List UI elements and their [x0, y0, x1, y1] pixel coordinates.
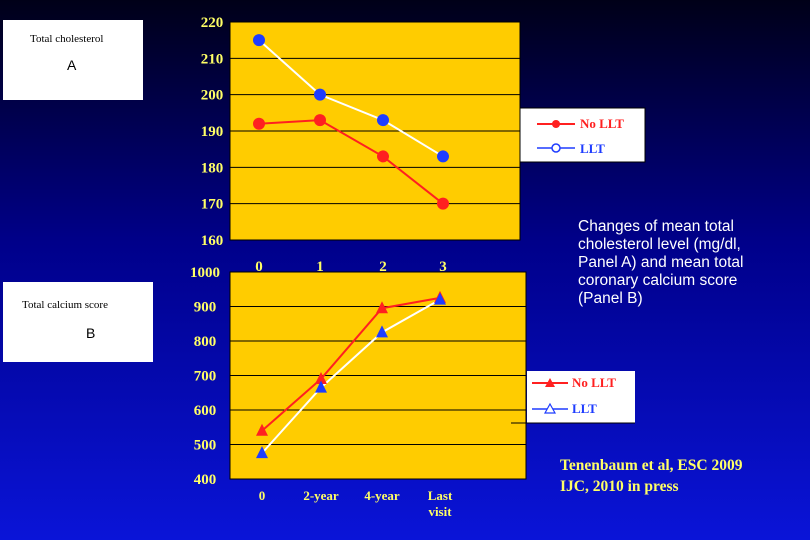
data-point-no-llt: [256, 423, 268, 436]
x-tick-label: 0: [259, 488, 266, 503]
panel-a-ylabel: Total cholesterol: [30, 33, 103, 45]
data-point-llt: [315, 380, 327, 393]
x-tick-label: 2-year: [303, 488, 339, 503]
y-tick-label: 800: [194, 334, 217, 350]
y-tick-label: 170: [201, 197, 224, 213]
reference-citation: Tenenbaum et al, ESC 2009 IJC, 2010 in p…: [560, 455, 800, 497]
panel-b-ylabel: Total calcium score: [22, 299, 108, 311]
data-point-llt: [376, 325, 388, 338]
panel-b-series: [256, 290, 446, 459]
legend-b-no-llt-marker: [545, 378, 555, 387]
y-tick-label: 1000: [190, 265, 220, 281]
x-tick-label: 4-year: [364, 488, 400, 503]
y-tick-label: 500: [194, 438, 217, 454]
data-point-llt: [314, 88, 326, 101]
legend-b-no-llt-label: No LLT: [572, 375, 616, 390]
legend-a-llt-label: LLT: [580, 141, 605, 156]
caption-line: Changes of mean total: [578, 218, 734, 235]
panel-a-legend: No LLT LLT: [519, 107, 646, 163]
data-point-no-llt: [314, 114, 326, 127]
x-tick-label: 1: [316, 259, 324, 275]
panel-a: Total cholesterol A 16017018019020021022…: [3, 15, 646, 275]
panel-b-y-ticks: 400 500 600 700 800 900 1000: [190, 265, 220, 488]
legend-a-no-llt-label: No LLT: [580, 116, 624, 131]
panel-a-legend-box: [519, 107, 646, 163]
series-line-llt: [258, 39, 444, 158]
data-point-no-llt: [377, 150, 389, 163]
y-tick-label: 160: [201, 233, 224, 249]
caption-line: Panel A) and mean total: [578, 254, 744, 271]
data-point-llt: [253, 34, 265, 47]
figure-caption: Changes of mean total cholesterol level …: [578, 218, 778, 308]
y-tick-label: 400: [194, 472, 217, 488]
caption-line: (Panel B): [578, 290, 643, 307]
panel-b: Total calcium score B 400 500 600 700 800 900…: [3, 265, 635, 519]
y-tick-label: 900: [194, 300, 217, 316]
panel-b-legend: No LLT LLT: [511, 371, 635, 424]
legend-a-llt-marker: [551, 143, 561, 153]
panel-b-x-ticks: 0 2-year 4-year Last visit: [259, 488, 453, 519]
data-point-llt: [437, 150, 449, 163]
data-point-llt: [434, 292, 446, 305]
series-line-no-llt: [258, 119, 444, 205]
y-tick-label: 190: [201, 124, 224, 140]
caption-line: coronary calcium score: [578, 272, 738, 289]
panel-a-letter: A: [67, 57, 77, 73]
panel-a-y-ticks: 160 170 180 190 200 210 220: [201, 15, 224, 249]
series-line-no-llt: [261, 296, 441, 432]
legend-a-no-llt-marker: [552, 120, 560, 128]
panel-b-label-box: [3, 282, 153, 362]
legend-b-llt-label: LLT: [572, 401, 597, 416]
x-tick-label: 2: [379, 259, 387, 275]
y-tick-label: 700: [194, 369, 217, 385]
y-tick-label: 200: [201, 88, 224, 104]
data-point-llt: [377, 114, 389, 127]
series-line-llt: [261, 298, 441, 454]
x-tick-label: 0: [255, 259, 263, 275]
x-tick-label: Last visit: [428, 488, 453, 519]
data-point-llt: [256, 446, 268, 459]
data-point-no-llt: [437, 197, 449, 210]
legend-b-llt-marker: [543, 402, 557, 414]
y-tick-label: 220: [201, 15, 224, 31]
x-tick-label: 3: [439, 259, 447, 275]
caption-line: cholesterol level (mg/dl,: [578, 236, 741, 253]
panel-a-label-box: [3, 20, 143, 100]
reference-line-1: Tenenbaum et al, ESC 2009: [560, 457, 743, 474]
panel-a-x-ticks: 0 1 2 3: [255, 259, 447, 275]
data-point-no-llt: [315, 371, 327, 384]
panel-a-series: [253, 34, 449, 210]
data-point-no-llt: [253, 117, 265, 130]
panel-b-letter: B: [86, 325, 95, 341]
panel-b-gridlines: [230, 306, 526, 445]
data-point-no-llt: [376, 301, 388, 314]
y-tick-label: 180: [201, 160, 224, 176]
y-tick-label: 210: [201, 51, 224, 67]
reference-line-2: IJC, 2010 in press: [560, 478, 679, 495]
y-tick-label: 600: [194, 403, 217, 419]
panel-b-legend-box: [527, 371, 635, 423]
